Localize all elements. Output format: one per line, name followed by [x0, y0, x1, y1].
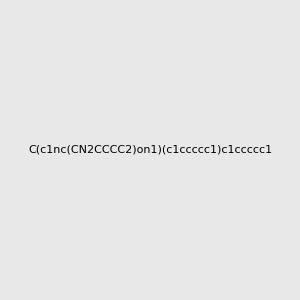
Text: C(c1nc(CN2CCCC2)on1)(c1ccccc1)c1ccccc1: C(c1nc(CN2CCCC2)on1)(c1ccccc1)c1ccccc1	[28, 145, 272, 155]
